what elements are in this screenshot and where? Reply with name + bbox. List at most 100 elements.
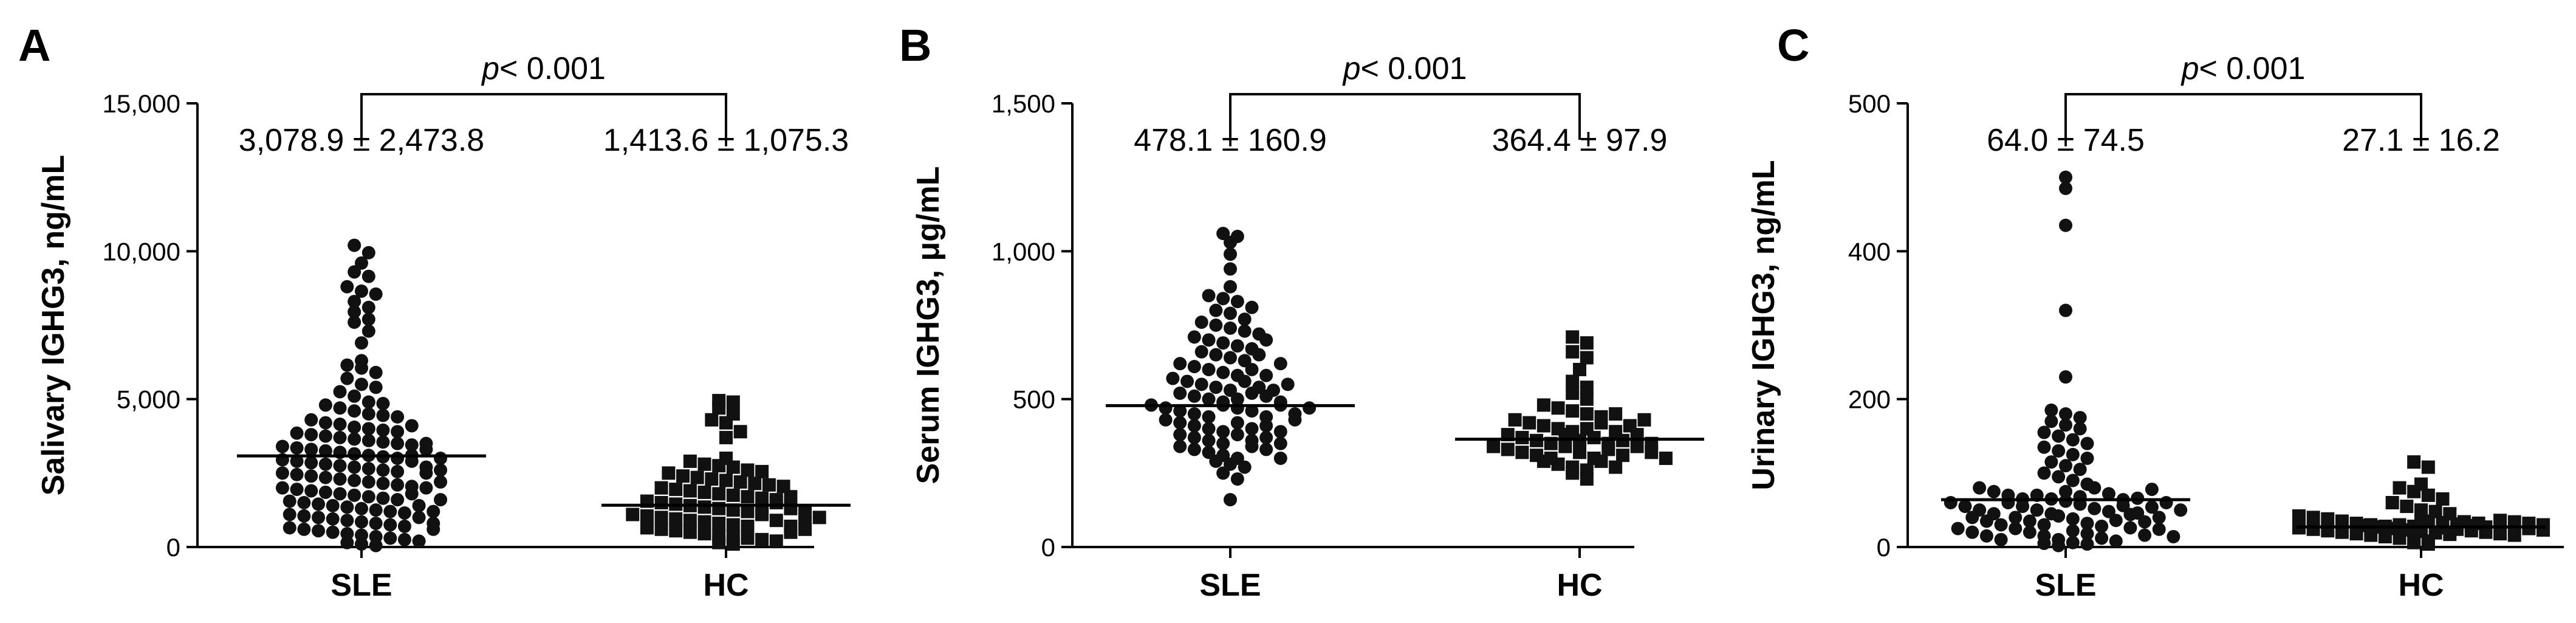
- data-point-square: [812, 511, 826, 525]
- data-point-circle: [2059, 407, 2072, 421]
- data-point-square: [2407, 455, 2421, 469]
- data-point-circle: [2152, 522, 2166, 536]
- data-point-circle: [361, 433, 375, 447]
- data-point-circle: [426, 522, 440, 536]
- data-point-circle: [1194, 377, 1208, 391]
- data-point-circle: [376, 423, 390, 437]
- data-point-square: [1566, 374, 1580, 388]
- data-point-circle: [348, 315, 361, 329]
- data-point-square: [726, 488, 740, 502]
- data-point-square: [726, 537, 740, 551]
- data-point-square: [1501, 442, 1515, 456]
- data-point-circle: [340, 500, 354, 514]
- data-point-circle: [1259, 333, 1273, 347]
- data-point-circle: [318, 470, 332, 484]
- data-point-circle: [1187, 442, 1201, 456]
- data-point-square: [784, 490, 798, 504]
- data-point-circle: [2059, 181, 2072, 195]
- data-point-circle: [2059, 218, 2072, 232]
- data-point-circle: [1245, 422, 1259, 436]
- data-point-circle: [1202, 363, 1216, 376]
- data-point-square: [1536, 398, 1550, 412]
- data-point-circle: [2073, 411, 2087, 425]
- data-point-circle: [369, 287, 383, 301]
- data-point-circle: [397, 519, 411, 533]
- data-point-circle: [318, 485, 332, 499]
- data-point-circle: [383, 504, 397, 518]
- data-point-circle: [290, 483, 304, 497]
- data-point-circle: [2037, 536, 2051, 550]
- data-point-circle: [391, 452, 405, 465]
- data-point-circle: [376, 463, 390, 477]
- data-point-square: [1594, 454, 1608, 468]
- data-point-circle: [2037, 440, 2051, 454]
- data-point-square: [712, 517, 726, 531]
- data-point-circle: [355, 537, 368, 551]
- data-point-circle: [2066, 447, 2080, 461]
- data-point-circle: [1173, 404, 1187, 418]
- data-point-circle: [376, 435, 390, 449]
- data-point-circle: [333, 430, 347, 444]
- data-point-circle: [1202, 392, 1216, 406]
- data-point-circle: [2066, 433, 2080, 447]
- data-point-circle: [290, 441, 304, 455]
- data-point-circle: [1224, 384, 1237, 398]
- data-point-circle: [369, 517, 383, 531]
- data-point-square: [712, 535, 726, 549]
- data-point-square: [683, 454, 697, 468]
- y-tick-label: 1,000: [992, 237, 1055, 266]
- data-point-square: [1566, 466, 1580, 480]
- significance-bracket: [2064, 93, 2422, 140]
- significance-bracket: [360, 93, 727, 140]
- data-point-circle: [376, 477, 390, 490]
- data-point-circle: [2044, 455, 2058, 469]
- data-point-circle: [333, 418, 347, 432]
- data-point-circle: [348, 389, 361, 403]
- data-point-square: [776, 480, 790, 494]
- data-point-circle: [1238, 312, 1252, 326]
- data-point-circle: [2037, 518, 2051, 532]
- data-point-circle: [2052, 429, 2066, 443]
- data-point-circle: [2052, 444, 2066, 458]
- data-point-circle: [1944, 496, 1958, 509]
- data-point-circle: [361, 246, 375, 260]
- data-point-square: [733, 475, 747, 489]
- data-point-circle: [318, 457, 332, 471]
- data-point-circle: [348, 305, 361, 319]
- data-point-circle: [2080, 537, 2094, 551]
- data-point-circle: [1224, 351, 1237, 365]
- data-point-square: [2428, 526, 2442, 540]
- data-point-square: [726, 395, 740, 409]
- data-point-circle: [419, 466, 433, 480]
- data-point-circle: [1987, 484, 2001, 498]
- data-point-circle: [2116, 498, 2130, 512]
- data-point-circle: [1216, 425, 1230, 439]
- data-point-circle: [348, 447, 361, 461]
- data-point-circle: [2066, 535, 2080, 549]
- y-tick-label: 1,500: [992, 89, 1055, 118]
- data-point-circle: [434, 493, 448, 507]
- data-point-circle: [333, 401, 347, 415]
- data-point-square: [798, 522, 812, 536]
- data-point-square: [1536, 454, 1550, 468]
- data-point-square: [654, 522, 668, 536]
- data-point-circle: [1202, 289, 1216, 303]
- data-point-circle: [275, 466, 289, 480]
- data-point-circle: [361, 324, 375, 338]
- data-point-circle: [1173, 357, 1187, 371]
- data-point-circle: [340, 371, 354, 385]
- data-point-square: [654, 511, 668, 525]
- data-point-circle: [369, 380, 383, 394]
- x-category-label: HC: [703, 568, 748, 603]
- data-point-circle: [2095, 519, 2109, 533]
- data-point-circle: [318, 398, 332, 412]
- data-point-circle: [2052, 509, 2066, 523]
- data-point-circle: [1159, 413, 1173, 427]
- data-point-square: [1551, 457, 1565, 471]
- data-point-circle: [361, 300, 375, 314]
- data-point-circle: [1245, 386, 1259, 400]
- panel-letter: A: [18, 20, 50, 71]
- x-category-label: SLE: [331, 568, 392, 603]
- data-point-square: [712, 401, 726, 415]
- data-point-square: [2493, 527, 2507, 541]
